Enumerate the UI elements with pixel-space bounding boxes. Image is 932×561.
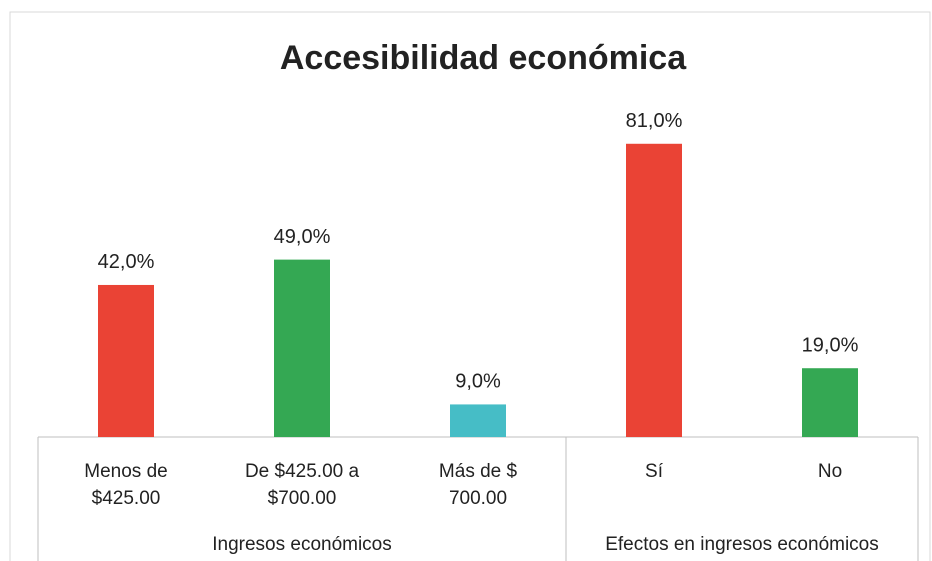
group-label: Efectos en ingresos económicos bbox=[605, 534, 879, 555]
value-label: 9,0% bbox=[455, 371, 501, 393]
category-label: 700.00 bbox=[449, 488, 507, 509]
category-label: Menos de bbox=[84, 461, 167, 482]
bar bbox=[450, 404, 506, 437]
value-label: 49,0% bbox=[274, 226, 331, 248]
chart-border bbox=[9, 11, 931, 561]
category-label: $700.00 bbox=[268, 488, 337, 509]
value-label: 19,0% bbox=[802, 335, 859, 357]
category-label: De $425.00 a bbox=[245, 461, 360, 482]
bar bbox=[98, 284, 154, 437]
category-label: Más de $ bbox=[439, 461, 518, 482]
category-label: Sí bbox=[645, 461, 664, 482]
bar bbox=[274, 259, 330, 437]
value-label: 81,0% bbox=[626, 110, 683, 132]
category-label: No bbox=[818, 461, 842, 482]
bar bbox=[802, 368, 858, 437]
group-label: Ingresos económicos bbox=[212, 534, 392, 555]
category-label: $425.00 bbox=[92, 488, 161, 509]
chart-title: Accesibilidad económica bbox=[280, 39, 687, 77]
value-label: 42,0% bbox=[98, 251, 155, 273]
bar bbox=[626, 143, 682, 437]
